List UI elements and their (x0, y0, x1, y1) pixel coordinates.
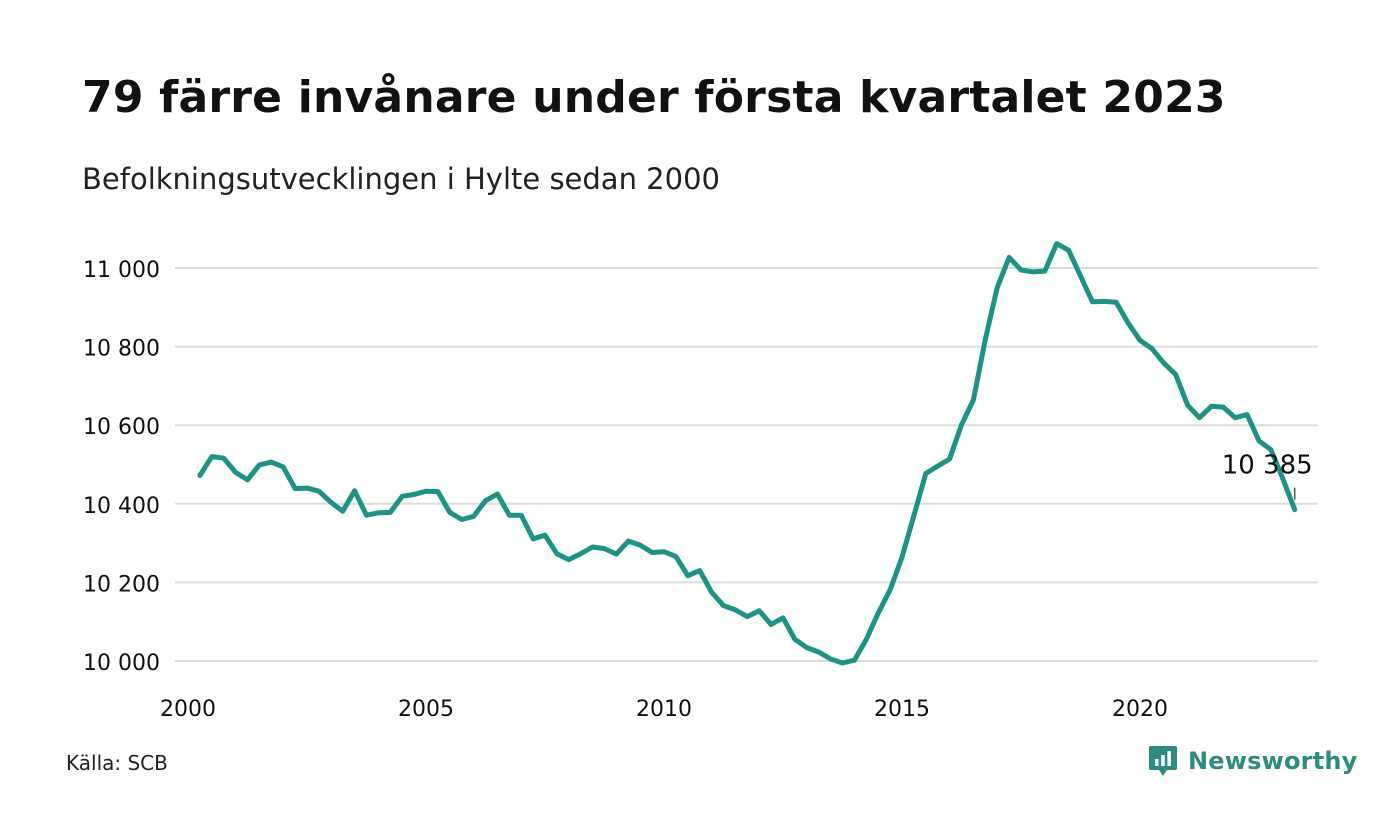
chart-title: 79 färre invånare under första kvartalet… (82, 72, 1226, 123)
y-tick-label: 10 600 (83, 415, 160, 440)
x-tick-label: 2005 (398, 697, 454, 722)
y-tick-label: 10 800 (83, 337, 160, 362)
y-tick-label: 10 200 (83, 572, 160, 597)
x-tick-label: 2015 (874, 697, 930, 722)
source-note: Källa: SCB (66, 751, 168, 775)
y-tick-label: 10 400 (83, 494, 160, 519)
brand-name: Newsworthy (1188, 747, 1358, 775)
x-axis-ticks: 2000 2005 2010 2015 2020 (160, 697, 1168, 722)
x-tick-label: 2010 (636, 697, 692, 722)
y-tick-label: 10 000 (83, 651, 160, 676)
chart-subtitle: Befolkningsutvecklingen i Hylte sedan 20… (82, 162, 720, 196)
newsworthy-logo-icon (1149, 746, 1177, 776)
annotation-label: 10 385 (1222, 451, 1313, 481)
x-tick-label: 2000 (160, 697, 216, 722)
y-tick-label: 11 000 (83, 258, 160, 283)
population-line (197, 241, 1298, 666)
newsworthy-brand[interactable]: Newsworthy (1148, 744, 1358, 778)
y-axis-ticks: 11 000 10 800 10 600 10 400 10 200 10 000 (83, 258, 160, 676)
gridlines (175, 267, 1318, 662)
x-tick-label: 2020 (1112, 697, 1168, 722)
